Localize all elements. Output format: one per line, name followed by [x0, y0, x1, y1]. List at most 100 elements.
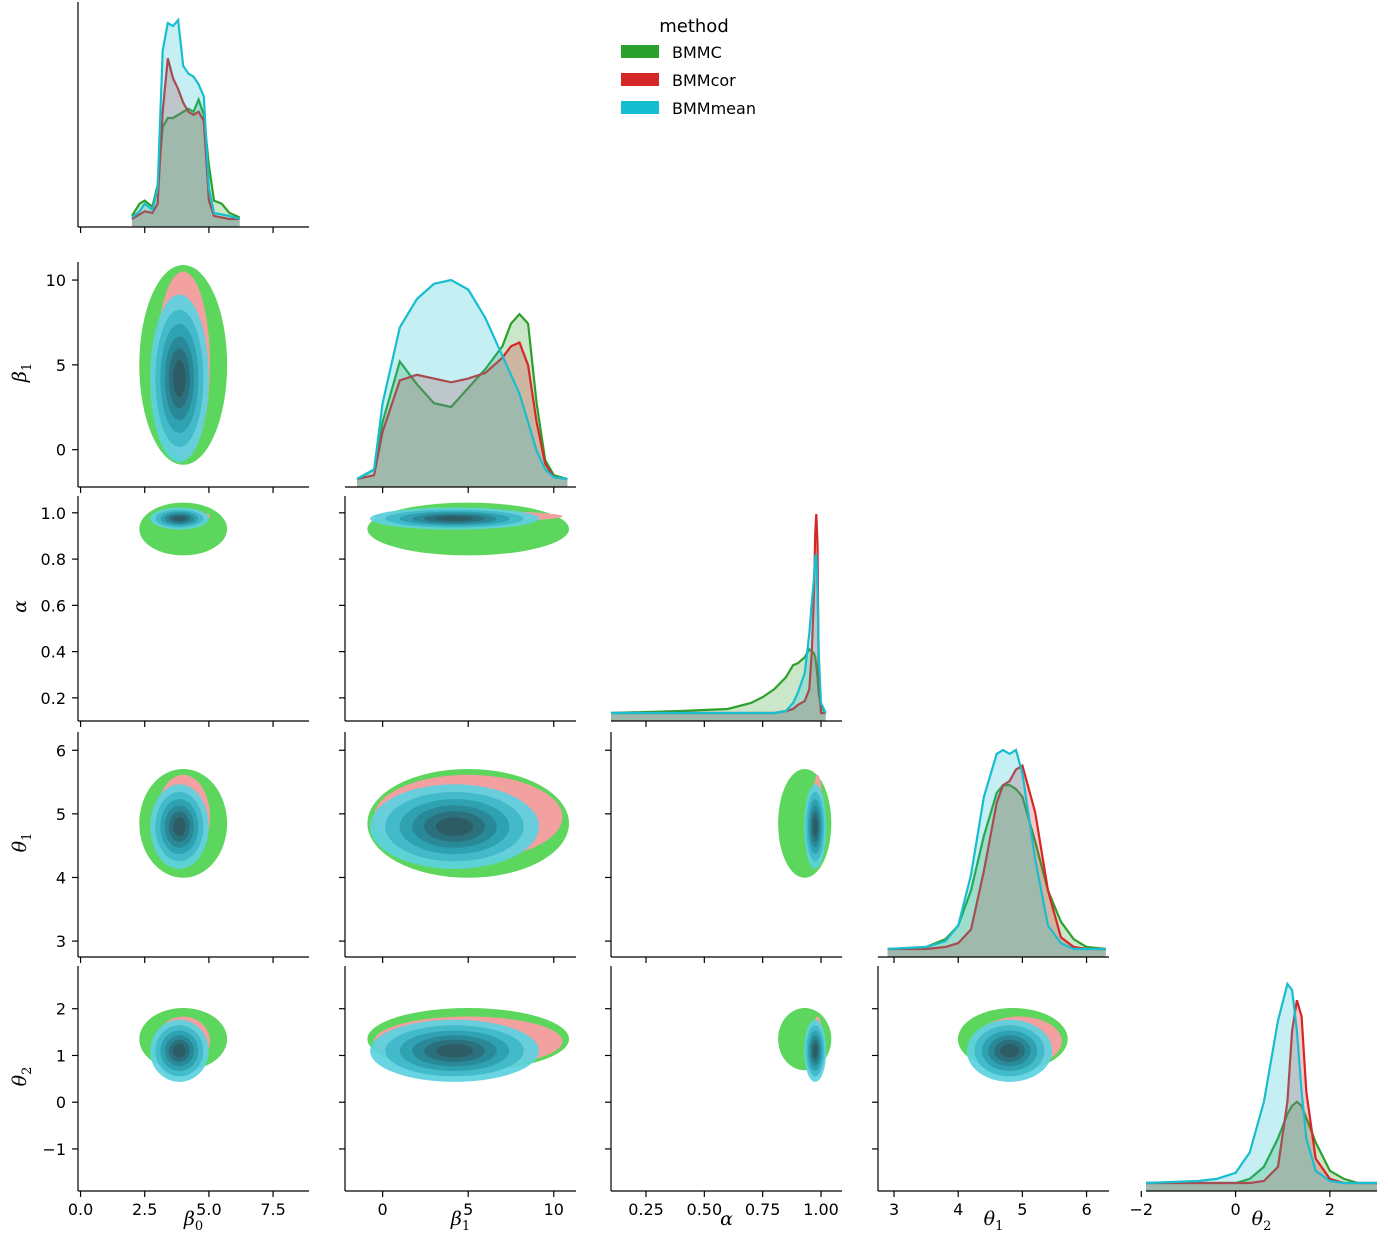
panel-beta0-vs-beta0 [77, 2, 309, 233]
y-tick-label: 0 [56, 1093, 66, 1112]
kde-fill-bmmmean [611, 553, 826, 721]
contour-bmmmean-level-5 [435, 516, 474, 521]
contour-group [957, 1008, 1068, 1082]
kde-fill-bmmc [1146, 1101, 1377, 1191]
panel-theta2-vs-beta0: 0.0 2.5 5.0 7.5 −1 0 1 2 β0 θ2 [9, 966, 309, 1234]
y-tick-label: 0.2 [41, 689, 66, 708]
contour-bmmmean-level-5 [173, 516, 186, 521]
y-tick-label: 0.8 [41, 550, 66, 569]
contour-group [139, 769, 228, 878]
panel-theta2-vs-theta2: −2 0 2 θ2 [1129, 981, 1377, 1234]
kde-line-bmmcor [131, 58, 240, 221]
x-tick-label: 1.00 [803, 1200, 839, 1219]
panel-theta2-vs-beta1: 0 5 10 β1 [339, 966, 576, 1234]
panel-beta1-vs-beta0: 0 5 10 β1 [9, 262, 309, 493]
y-tick-label: 4 [56, 868, 66, 887]
x-tick-label: 0.75 [745, 1200, 781, 1219]
kde-line-bmmc [610, 647, 827, 715]
x-tick-label: 7.5 [260, 1200, 285, 1219]
x-axis-label-theta1: θ1 [984, 1208, 1004, 1234]
x-tick-label: 2 [1325, 1200, 1335, 1219]
contour-bmmmean-level-5 [173, 817, 186, 836]
legend-swatch-bmmc [621, 45, 659, 58]
contour-bmmmean-level-5 [435, 817, 474, 836]
panel-theta1-vs-theta1 [878, 748, 1109, 963]
kde-line-bmmmean [356, 278, 568, 481]
contour-group [139, 502, 228, 556]
contour-group [778, 769, 832, 878]
y-tick-label: 0 [56, 441, 66, 460]
y-tick-label: 0.6 [41, 596, 66, 615]
kde-line-bmmc [356, 312, 568, 481]
panel-theta1-vs-alpha [605, 732, 842, 963]
y-axis-label-beta1: β1 [9, 363, 35, 383]
x-tick-label: 3 [889, 1200, 899, 1219]
x-axis-label-beta1: β1 [450, 1208, 470, 1234]
y-tick-label: 10 [46, 271, 66, 290]
contour-group [139, 265, 228, 465]
x-tick-label: 5.0 [196, 1200, 221, 1219]
contour-group [367, 502, 569, 556]
contour-group [367, 1008, 569, 1082]
kde-line-bmmmean [1145, 981, 1377, 1185]
x-tick-label: 5 [463, 1200, 473, 1219]
kde-line-bmmmean [131, 17, 241, 221]
y-tick-label: 1.0 [41, 504, 66, 523]
x-tick-label: 0.0 [68, 1200, 93, 1219]
contour-bmmmean-level-5 [1000, 1044, 1019, 1058]
contour-bmmmean-level-5 [812, 1044, 818, 1058]
kde-fill-bmmcor [357, 342, 568, 487]
y-tick-label: 5 [56, 356, 66, 375]
panel-alpha-vs-beta0: 0.2 0.4 0.6 0.8 1.0 α [9, 496, 309, 727]
kde-fill-bmmcor [887, 765, 1106, 957]
legend-swatch-bmmcor [621, 73, 659, 86]
x-tick-label: 6 [1081, 1200, 1091, 1219]
kde-fill-bmmmean [357, 280, 568, 487]
panel-theta2-vs-alpha: 0.25 0.50 0.75 1.00 α [605, 966, 842, 1230]
panel-beta1-vs-beta1 [345, 278, 576, 493]
kde-fill-bmmmean [131, 20, 240, 227]
panel-alpha-vs-alpha [610, 513, 842, 727]
kde-fill-bmmc [887, 785, 1106, 957]
kde-line-bmmcor [887, 763, 1106, 951]
y-tick-label: 1 [56, 1046, 66, 1065]
legend-label-bmmc: BMMC [672, 43, 722, 62]
legend-label-bmmmean: BMMmean [672, 99, 756, 118]
x-axis-label-theta2: θ2 [1252, 1208, 1272, 1234]
y-tick-label: −1 [42, 1140, 66, 1159]
y-axis-label-alpha: α [9, 600, 31, 613]
contour-group [139, 1008, 228, 1082]
kde-fill-bmmc [357, 314, 568, 487]
x-axis-label-beta0: β0 [183, 1208, 203, 1234]
panel-theta1-vs-beta0: 3 4 5 6 θ1 [9, 732, 309, 963]
contour-bmmmean-level-5 [812, 817, 818, 836]
x-tick-label: −2 [1129, 1200, 1153, 1219]
kde-fill-bmmc [611, 649, 826, 721]
kde-fill-bmmmean [887, 750, 1106, 957]
x-tick-label: 0.25 [628, 1200, 664, 1219]
contour-group [367, 769, 569, 878]
x-tick-label: 5 [1017, 1200, 1027, 1219]
contour-group [778, 1008, 832, 1082]
y-tick-label: 5 [56, 805, 66, 824]
y-axis-label-theta1: θ1 [9, 833, 35, 853]
panel-alpha-vs-beta1 [339, 496, 576, 727]
x-tick-label: 10 [544, 1200, 564, 1219]
contour-bmmmean-level-5 [173, 1044, 186, 1058]
kde-line-bmmcor [1146, 999, 1377, 1185]
kde-fill-bmmmean [1146, 984, 1377, 1191]
y-tick-label: 2 [56, 1000, 66, 1019]
legend-title: method [659, 16, 729, 37]
y-axis-label-theta2: θ2 [9, 1067, 35, 1087]
x-tick-label: 2.5 [132, 1200, 157, 1219]
x-tick-label: 4 [953, 1200, 963, 1219]
contour-bmmmean-level-5 [435, 1044, 474, 1058]
y-tick-label: 6 [56, 741, 66, 760]
kde-line-bmmmean [611, 553, 827, 715]
contour-bmmmean-level-5 [173, 360, 186, 397]
legend: method BMMC BMMcor BMMmean [621, 16, 756, 118]
kde-line-bmmcor [356, 341, 568, 481]
legend-swatch-bmmmean [621, 101, 659, 114]
